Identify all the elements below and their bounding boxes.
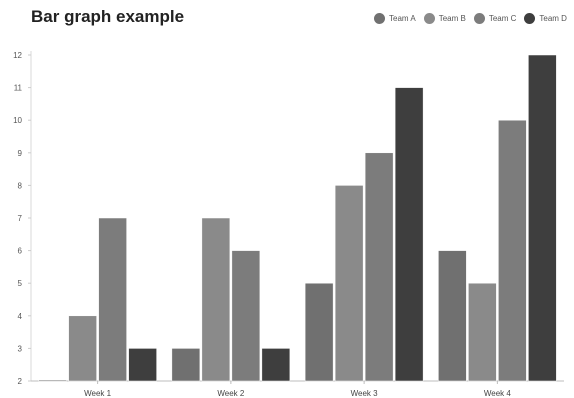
- legend-label-team-d: Team D: [539, 14, 567, 23]
- legend-swatch-team-a: [374, 13, 385, 24]
- y-tick-label: 11: [14, 84, 23, 93]
- legend-label-team-c: Team C: [488, 14, 517, 23]
- bar-team-d-week-2: [261, 348, 291, 382]
- legend-item-team-c[interactable]: Team C: [473, 13, 517, 24]
- legend-label-team-a: Team A: [389, 14, 416, 23]
- x-tick-label: Week 4: [484, 389, 512, 398]
- legend-item-team-b[interactable]: Team B: [423, 13, 466, 24]
- chart-title: Bar graph example: [31, 7, 185, 26]
- legend-swatch-team-d: [524, 13, 536, 24]
- bar-team-d-week-1: [128, 348, 157, 382]
- bar-team-b-week-3: [334, 185, 364, 382]
- legend-swatch-team-c: [473, 13, 485, 24]
- chart-legend: Team A Team B Team C Team D: [374, 13, 567, 24]
- y-tick-label: 7: [18, 214, 23, 223]
- legend-swatch-team-b: [423, 13, 435, 24]
- bar-team-a-week-4: [438, 250, 467, 382]
- y-tick-label: 2: [18, 377, 23, 386]
- bar-team-d-week-4: [528, 54, 557, 382]
- bar-team-c-week-2: [231, 250, 261, 382]
- x-tick-label: Week 2: [217, 389, 245, 398]
- x-tick-label: Week 3: [351, 389, 379, 398]
- bar-team-a-week-1: [38, 379, 67, 382]
- bar-team-b-week-4: [468, 282, 497, 382]
- bar-team-c-week-4: [498, 119, 527, 382]
- y-tick-label: 4: [18, 312, 23, 321]
- bar-team-c-week-1: [98, 217, 127, 382]
- y-tick-label: 5: [18, 279, 23, 288]
- legend-item-team-d[interactable]: Team D: [524, 13, 567, 24]
- y-tick-label: 9: [18, 149, 23, 158]
- bar-team-b-week-2: [201, 217, 231, 382]
- y-tick-label: 10: [13, 116, 22, 125]
- legend-label-team-b: Team B: [438, 14, 466, 23]
- bar-team-c-week-3: [364, 152, 394, 382]
- y-tick-label: 12: [13, 51, 22, 60]
- bar-team-a-week-2: [171, 348, 201, 382]
- legend-item-team-a[interactable]: Team A: [374, 13, 416, 24]
- bar-team-d-week-3: [394, 87, 424, 382]
- bar-team-a-week-3: [304, 282, 334, 382]
- bar-team-b-week-1: [68, 315, 97, 382]
- y-tick-label: 8: [18, 181, 23, 190]
- y-tick-label: 3: [18, 344, 23, 353]
- y-tick-label: 6: [18, 247, 23, 256]
- x-tick-label: Week 1: [84, 389, 112, 398]
